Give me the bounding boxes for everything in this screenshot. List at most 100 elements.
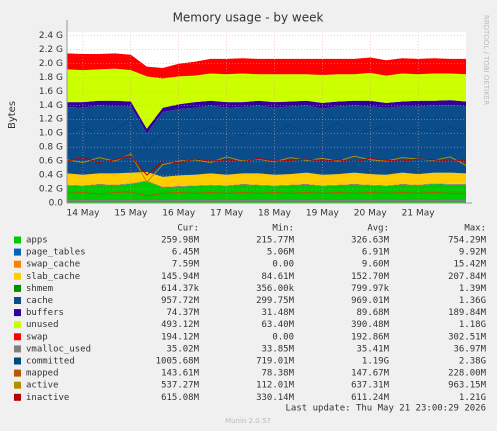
legend-value: 969.01M	[351, 296, 390, 306]
y-tick-label: 1.2 G	[39, 115, 63, 125]
legend-value: 615.08M	[161, 393, 200, 403]
legend-value: 192.86M	[351, 332, 390, 342]
legend-swatch	[14, 284, 21, 292]
y-tick-label: 2.2 G	[39, 45, 63, 55]
x-tick-label: 16 May	[162, 209, 196, 219]
area	[67, 53, 466, 79]
legend-value: 6.91M	[362, 248, 390, 258]
legend-swatch	[14, 381, 21, 389]
legend-value: 1.19G	[362, 357, 389, 367]
legend-swatch	[14, 357, 21, 365]
x-tick-label: 14 May	[66, 209, 100, 219]
legend-value: 15.42M	[453, 260, 486, 270]
x-tick-label: 21 May	[402, 209, 436, 219]
area	[67, 68, 466, 129]
legend-value: 799.97k	[351, 284, 390, 294]
legend-value: 302.51M	[448, 332, 487, 342]
y-tick-label: 0.8 G	[39, 143, 63, 153]
legend-value: 63.40M	[261, 320, 294, 330]
legend-value: 194.12M	[161, 332, 200, 342]
legend-value: 637.31M	[351, 381, 390, 391]
legend-value: 152.70M	[351, 272, 390, 282]
legend-label: page_tables	[26, 248, 86, 258]
legend-swatch	[14, 369, 21, 377]
legend-label: mapped	[26, 369, 59, 379]
legend-value: 0.00	[272, 332, 294, 342]
legend-value: 1.21G	[459, 393, 486, 403]
legend-label: committed	[26, 357, 75, 367]
legend-value: 754.29M	[448, 236, 487, 246]
legend-value: 2.38G	[459, 357, 486, 367]
chart-title: Memory usage - by week	[173, 11, 324, 25]
y-tick-label: 2.4 G	[39, 31, 63, 41]
y-tick-label: 0.0	[49, 199, 64, 209]
legend-swatch	[14, 272, 21, 280]
legend-value: 35.41M	[356, 344, 389, 354]
y-tick-label: 1.0 G	[39, 129, 63, 139]
legend-value: 614.37k	[161, 284, 200, 294]
y-axis-label: Bytes	[7, 101, 18, 129]
legend-value: 330.14M	[256, 393, 295, 403]
area	[67, 104, 466, 177]
legend-value: 36.97M	[453, 344, 486, 354]
legend-value: 31.48M	[261, 308, 294, 318]
legend-swatch	[14, 333, 21, 341]
legend-swatch	[14, 345, 21, 353]
x-tick-label: 15 May	[114, 209, 148, 219]
legend-value: 189.84M	[448, 308, 487, 318]
legend-value: 963.15M	[448, 381, 487, 391]
legend-value: 207.84M	[448, 272, 487, 282]
legend-value: 112.01M	[256, 381, 295, 391]
legend-value: 9.92M	[459, 248, 487, 258]
legend-value: 89.68M	[356, 308, 389, 318]
x-tick-label: 18 May	[258, 209, 292, 219]
legend-value: 5.06M	[267, 248, 295, 258]
legend-label: cache	[26, 296, 53, 306]
y-tick-label: 1.4 G	[39, 101, 63, 111]
legend-value: 215.77M	[256, 236, 295, 246]
legend-label: active	[26, 381, 59, 391]
side-text: RRDTOOL / TOBI OETIKER	[482, 15, 490, 105]
legend-value: 74.37M	[166, 308, 199, 318]
legend-value: 326.63M	[351, 236, 390, 246]
legend-value: 7.59M	[172, 260, 200, 270]
legend-value: 537.27M	[161, 381, 200, 391]
legend-label: unused	[26, 320, 59, 330]
legend-value: 1.18G	[459, 320, 486, 330]
legend-value: 493.12M	[161, 320, 200, 330]
legend-value: 6.45M	[172, 248, 200, 258]
legend-value: 145.94M	[161, 272, 200, 282]
column-header: Min:	[272, 224, 294, 234]
legend-swatch	[14, 309, 21, 317]
legend-value: 719.01M	[256, 357, 295, 367]
y-tick-label: 0.6 G	[39, 157, 63, 167]
area	[67, 172, 466, 187]
y-tick-label: 1.6 G	[39, 87, 63, 97]
legend-swatch	[14, 260, 21, 268]
legend-value: 390.48M	[351, 320, 390, 330]
legend-value: 228.00M	[448, 369, 487, 379]
legend-value: 84.61M	[261, 272, 294, 282]
line	[66, 191, 466, 197]
legend-value: 9.60M	[362, 260, 390, 270]
legend-swatch	[14, 393, 21, 401]
area	[67, 100, 466, 134]
legend-label: swap	[26, 332, 48, 342]
legend-label: inactive	[26, 393, 69, 403]
column-header: Avg:	[367, 224, 389, 234]
version: Munin 2.0.57	[225, 417, 271, 425]
legend-swatch	[14, 236, 21, 244]
legend-label: vmalloc_used	[26, 344, 91, 354]
y-tick-label: 0.2 G	[39, 185, 63, 195]
legend-value: 35.02M	[166, 344, 199, 354]
legend-label: swap_cache	[26, 260, 80, 270]
legend-swatch	[14, 248, 21, 256]
y-tick-label: 1.8 G	[39, 73, 63, 83]
line	[66, 118, 467, 148]
x-tick-label: 17 May	[210, 209, 244, 219]
y-tick-label: 0.4 G	[39, 171, 63, 181]
x-tick-label: 20 May	[354, 209, 388, 219]
legend-label: slab_cache	[26, 272, 80, 282]
legend-value: 78.38M	[261, 369, 294, 379]
